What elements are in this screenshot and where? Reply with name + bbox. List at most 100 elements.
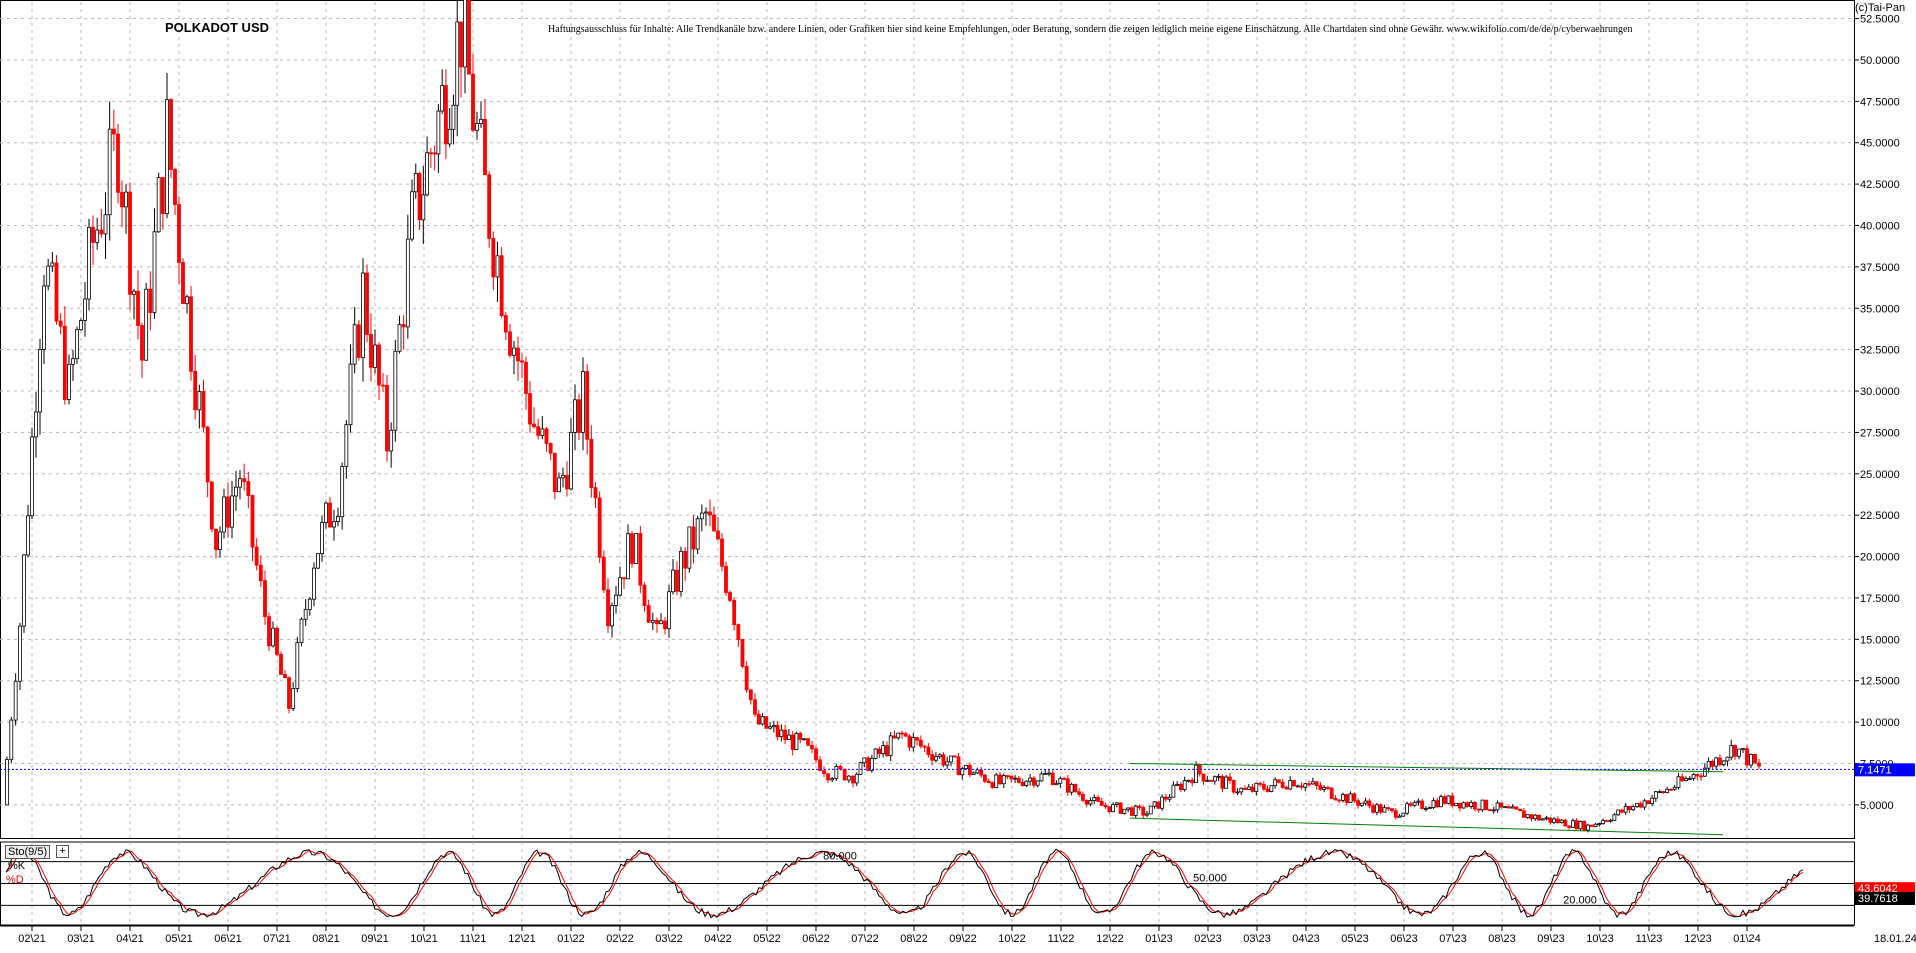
y-tick-label: 37.5000 xyxy=(1860,262,1900,274)
candle-body xyxy=(524,361,528,394)
candle-body xyxy=(601,556,606,591)
candle-body xyxy=(1623,805,1628,813)
candle-body xyxy=(557,477,561,493)
candle-body xyxy=(794,732,799,750)
candle-body xyxy=(1555,818,1560,824)
candle-body xyxy=(1228,776,1232,781)
candle-body xyxy=(903,733,908,737)
candle-body xyxy=(1578,820,1583,830)
x-tick-label: 10\21 xyxy=(410,933,438,945)
candle-body xyxy=(1741,748,1745,750)
candle-body xyxy=(385,384,389,452)
candle-body xyxy=(1303,783,1308,788)
candle-body xyxy=(1133,805,1138,816)
indicator-add-button[interactable]: + xyxy=(56,845,69,858)
candle-body xyxy=(1016,777,1021,783)
candle-body xyxy=(1265,788,1270,792)
candle-body xyxy=(971,772,976,775)
candle-body xyxy=(291,688,296,709)
candle-body xyxy=(1424,808,1428,810)
candle-body xyxy=(1378,804,1383,813)
x-tick-label: 06\22 xyxy=(802,933,830,945)
x-tick-label: 10\22 xyxy=(998,933,1026,945)
candle-body xyxy=(1318,785,1323,790)
candle-body xyxy=(393,350,398,431)
candle-body xyxy=(618,577,622,596)
candle-body xyxy=(1065,778,1070,793)
candle-body xyxy=(873,748,878,759)
candle-body xyxy=(1563,819,1568,827)
candle-body xyxy=(1582,820,1587,831)
candle-body xyxy=(459,21,463,68)
candle-body xyxy=(320,522,324,555)
candle-body xyxy=(1405,803,1409,814)
candle-body xyxy=(846,775,851,781)
candle-body xyxy=(581,371,585,433)
candle-body xyxy=(1277,779,1281,783)
candle-body xyxy=(952,755,957,758)
candle-body xyxy=(1231,780,1236,793)
candle-body xyxy=(1235,791,1240,794)
candle-body xyxy=(1702,767,1707,777)
candle-body xyxy=(1593,823,1598,827)
x-tick-label: 06\21 xyxy=(214,933,242,945)
candle-body xyxy=(937,754,942,758)
current-price-label: 7.1471 xyxy=(1858,764,1892,776)
candle-body xyxy=(1691,774,1696,779)
candle-body xyxy=(136,290,140,326)
candle-body xyxy=(165,99,169,215)
x-tick-label: 01\24 xyxy=(1733,933,1761,945)
candle-body xyxy=(283,673,287,679)
candle-body xyxy=(1039,773,1044,782)
x-tick-label: 12\21 xyxy=(508,933,536,945)
candle-body xyxy=(1729,745,1734,758)
candle-body xyxy=(830,778,835,781)
y-tick-label: 10.0000 xyxy=(1860,717,1900,729)
candle-body xyxy=(753,699,757,715)
candle-body xyxy=(810,744,814,750)
candle-body xyxy=(1533,814,1538,820)
candle-body xyxy=(1122,808,1127,814)
candle-body xyxy=(1676,776,1681,788)
candle-body xyxy=(869,757,874,771)
candle-body xyxy=(67,363,71,400)
candle-body xyxy=(332,521,336,528)
x-tick-label: 01\22 xyxy=(557,933,585,945)
x-tick-label: 10\23 xyxy=(1586,933,1614,945)
candle-body xyxy=(1737,748,1741,757)
stochastic-k-line xyxy=(5,848,1804,919)
candle-body xyxy=(120,191,124,208)
candle-body xyxy=(361,272,365,358)
candle-body xyxy=(1137,805,1142,808)
candle-body xyxy=(1597,823,1602,825)
candle-body xyxy=(417,172,422,221)
candle-body xyxy=(193,370,198,411)
candle-body xyxy=(1371,805,1376,813)
candle-body xyxy=(1088,800,1093,805)
y-tick-label: 25.0000 xyxy=(1860,469,1900,481)
candle-body xyxy=(144,288,149,361)
indicator-name-button[interactable]: Sto(9/5) xyxy=(5,845,51,859)
candle-body xyxy=(1706,761,1711,769)
candle-body xyxy=(1488,809,1492,812)
candle-body xyxy=(573,399,577,433)
candle-body xyxy=(467,0,471,75)
candle-body xyxy=(50,262,55,267)
y-tick-label: 12.5000 xyxy=(1860,676,1900,688)
candle-body xyxy=(1529,814,1534,820)
candle-body xyxy=(1725,756,1730,762)
candle-body xyxy=(169,99,173,170)
candle-body xyxy=(1047,772,1051,775)
candle-body xyxy=(1420,800,1425,810)
candle-body xyxy=(885,745,889,756)
candle-body xyxy=(1145,813,1149,816)
candle-body xyxy=(1442,796,1447,804)
candle-body xyxy=(1375,804,1379,813)
candle-body xyxy=(1454,802,1458,807)
trendline xyxy=(1129,817,1724,836)
candle-body xyxy=(926,746,931,755)
candle-body xyxy=(1280,781,1285,788)
candle-body xyxy=(888,735,893,756)
candle-body xyxy=(58,320,63,327)
candle-body xyxy=(967,764,972,775)
